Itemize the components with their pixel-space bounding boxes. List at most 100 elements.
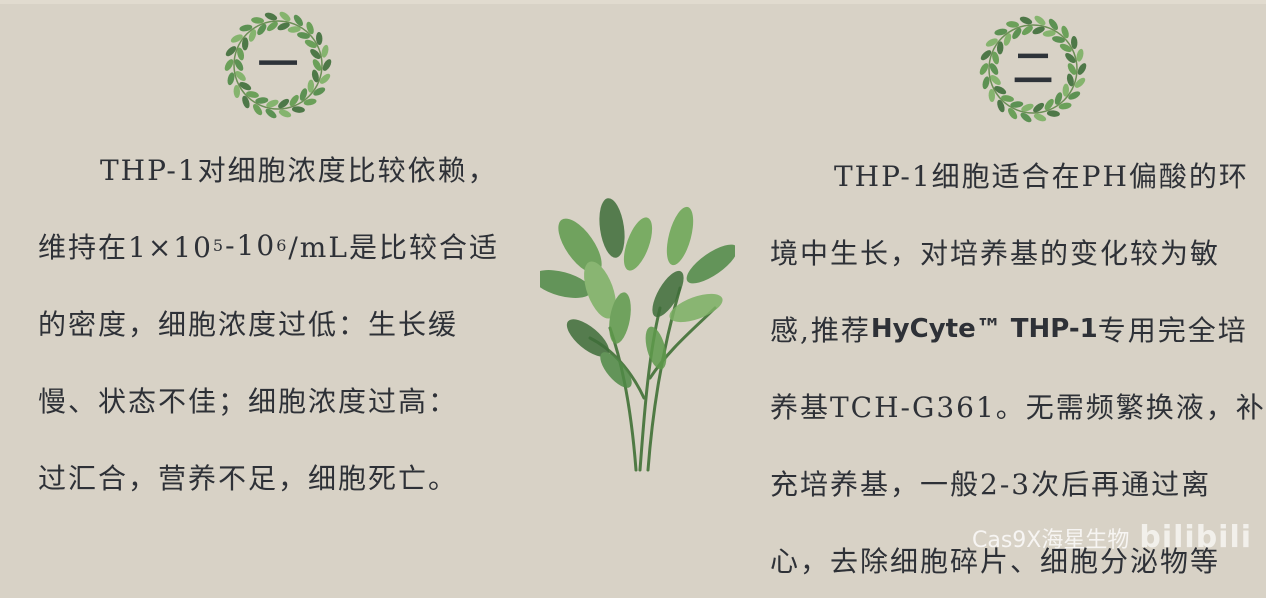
text-line: 境中生长，对培养基的变化较为敏: [770, 236, 1221, 270]
wreath-leaf: [1034, 15, 1046, 26]
wreath-leaf: [994, 85, 1007, 95]
wreath-leaf: [239, 81, 252, 91]
text-fragment: /mL是比较合适: [288, 230, 499, 264]
wreath-leaf: [313, 87, 326, 96]
text-fragment: 维持在1×10: [38, 230, 213, 264]
wreath-leaf: [227, 72, 235, 86]
wreath-leaf: [319, 73, 331, 84]
wreath-leaf: [264, 12, 278, 21]
wreath-leaf: [225, 46, 237, 57]
wreath-leaf: [234, 59, 244, 71]
text-line: THP-1对细胞浓度比较依赖，: [100, 153, 498, 187]
wreath-leaf: [1033, 113, 1047, 122]
wreath-leaf: [994, 28, 1008, 36]
wreath-leaf: [1076, 48, 1084, 62]
wreath-leaf: [312, 59, 322, 71]
text-line: 养基TCH-G361。无需频繁换液，补: [770, 390, 1266, 424]
wreath-leaf: [266, 21, 278, 32]
text-line: 慢、状态不佳；细胞浓度过高：: [38, 384, 459, 418]
wreath-leaf: [1067, 63, 1077, 75]
wreath-leaf: [306, 21, 314, 35]
text-line: 的密度，细胞浓度过低：生长缓: [38, 307, 459, 341]
wreath-leaf: [990, 74, 1001, 86]
wreath-leaf: [1003, 33, 1012, 46]
wreath-leaf: [1021, 25, 1033, 36]
text-line: 过汇合，营养不足，细胞死亡。: [38, 461, 459, 495]
wreath-leaf: [291, 106, 305, 113]
text-fragment: 感,推荐: [770, 313, 871, 347]
text-line: 感,推荐 HyCyte™ THP-1 专用完全培: [770, 290, 1266, 367]
wreath-leaf: [992, 51, 1000, 65]
wreath-leaf: [1001, 95, 1014, 102]
wreath-leaf: [277, 22, 290, 31]
wreath-leaf: [237, 47, 245, 61]
wreath-leaf: [988, 89, 996, 102]
wreath-leaf: [1042, 30, 1056, 37]
wreath-leaf: [1066, 73, 1074, 87]
plant-illustration-icon: [540, 198, 735, 472]
wreath-leaf: [278, 109, 292, 118]
wreath-leaf: [1006, 21, 1020, 28]
wreath-leaf: [315, 32, 323, 45]
wreath-leaf: [310, 48, 321, 60]
bilibili-logo: bilibili: [1139, 520, 1253, 555]
wreath-leaf: [233, 85, 241, 98]
wreath-leaf: [1068, 91, 1081, 100]
leaf-wreath-icon: [224, 11, 332, 119]
wreath-leaf: [287, 26, 301, 33]
wreath-leaf: [299, 88, 308, 101]
wreath-leaf: [1054, 92, 1063, 105]
wreath-leaf: [1012, 27, 1022, 40]
wreath-leaf: [980, 50, 992, 61]
wreath-leaf: [304, 39, 317, 49]
wreath-leaf: [1044, 98, 1054, 111]
wreath-leaf: [1008, 107, 1018, 120]
wreath-leaf: [1074, 77, 1086, 88]
wreath-leaf: [1032, 26, 1045, 35]
wreath-leaf: [997, 99, 1005, 113]
section-one-text: THP-1对细胞浓度比较依赖， 维持在1×10 5 -10 6/mL是比较合适 的密度…: [38, 130, 508, 515]
wreath-leaf: [1061, 25, 1069, 39]
wreath-leaf: [1059, 43, 1072, 53]
wreath-leaf: [235, 70, 246, 82]
wreath-leaf: [979, 63, 989, 75]
wreath-leaf: [278, 98, 290, 109]
wreath-leaf: [239, 24, 253, 32]
wreath-leaf: [1020, 112, 1032, 123]
wreath-leaf: [279, 11, 291, 22]
watermark-text: Cas9X海星生物: [972, 528, 1130, 553]
wreath-leaf: [248, 29, 257, 42]
text-fragment: -10: [225, 229, 277, 262]
top-strip: [0, 0, 1266, 4]
text-line: THP-1细胞适合在PH偏酸的环: [834, 159, 1249, 193]
wreath-leaf: [297, 32, 310, 39]
wreath-leaf: [255, 97, 269, 104]
product-name: HyCyte™ THP-1: [870, 313, 1098, 344]
wreath-leaf: [1077, 63, 1087, 75]
section-two-text: THP-1细胞适合在PH偏酸的环 境中生长，对培养基的变化较为敏 感,推荐 HyC…: [770, 136, 1266, 598]
watermark: Cas9X海星生物 bilibili: [972, 520, 1252, 555]
wreath-leaf: [303, 98, 317, 106]
text-line: 维持在1×10 5 -10 6/mL是比较合适: [38, 207, 508, 284]
wreath-leaf: [1010, 101, 1024, 108]
wreath-leaf: [1070, 36, 1078, 49]
wreath-leaf: [230, 34, 243, 43]
wreath-leaf: [251, 17, 265, 24]
leaf-wreath-icon: [979, 15, 1087, 123]
wreath-leaf: [265, 108, 277, 119]
wreath-leaf: [982, 76, 990, 90]
wreath-leaf: [246, 91, 259, 98]
wreath-leaf: [241, 37, 249, 51]
text-line: 充培养基，一般2-3次后再通过离: [770, 467, 1212, 501]
section-one-wreath: 一: [219, 6, 337, 124]
wreath-leaf: [989, 63, 999, 75]
wreath-leaf: [293, 14, 303, 27]
wreath-leaf: [242, 95, 250, 109]
wreath-leaf: [257, 23, 267, 36]
wreath-leaf: [1052, 36, 1065, 43]
wreath-leaf: [985, 38, 998, 47]
wreath-leaf: [322, 59, 332, 71]
section-number: 一: [258, 41, 298, 88]
wreath-leaf: [307, 79, 315, 93]
wreath-leaf: [253, 103, 263, 116]
